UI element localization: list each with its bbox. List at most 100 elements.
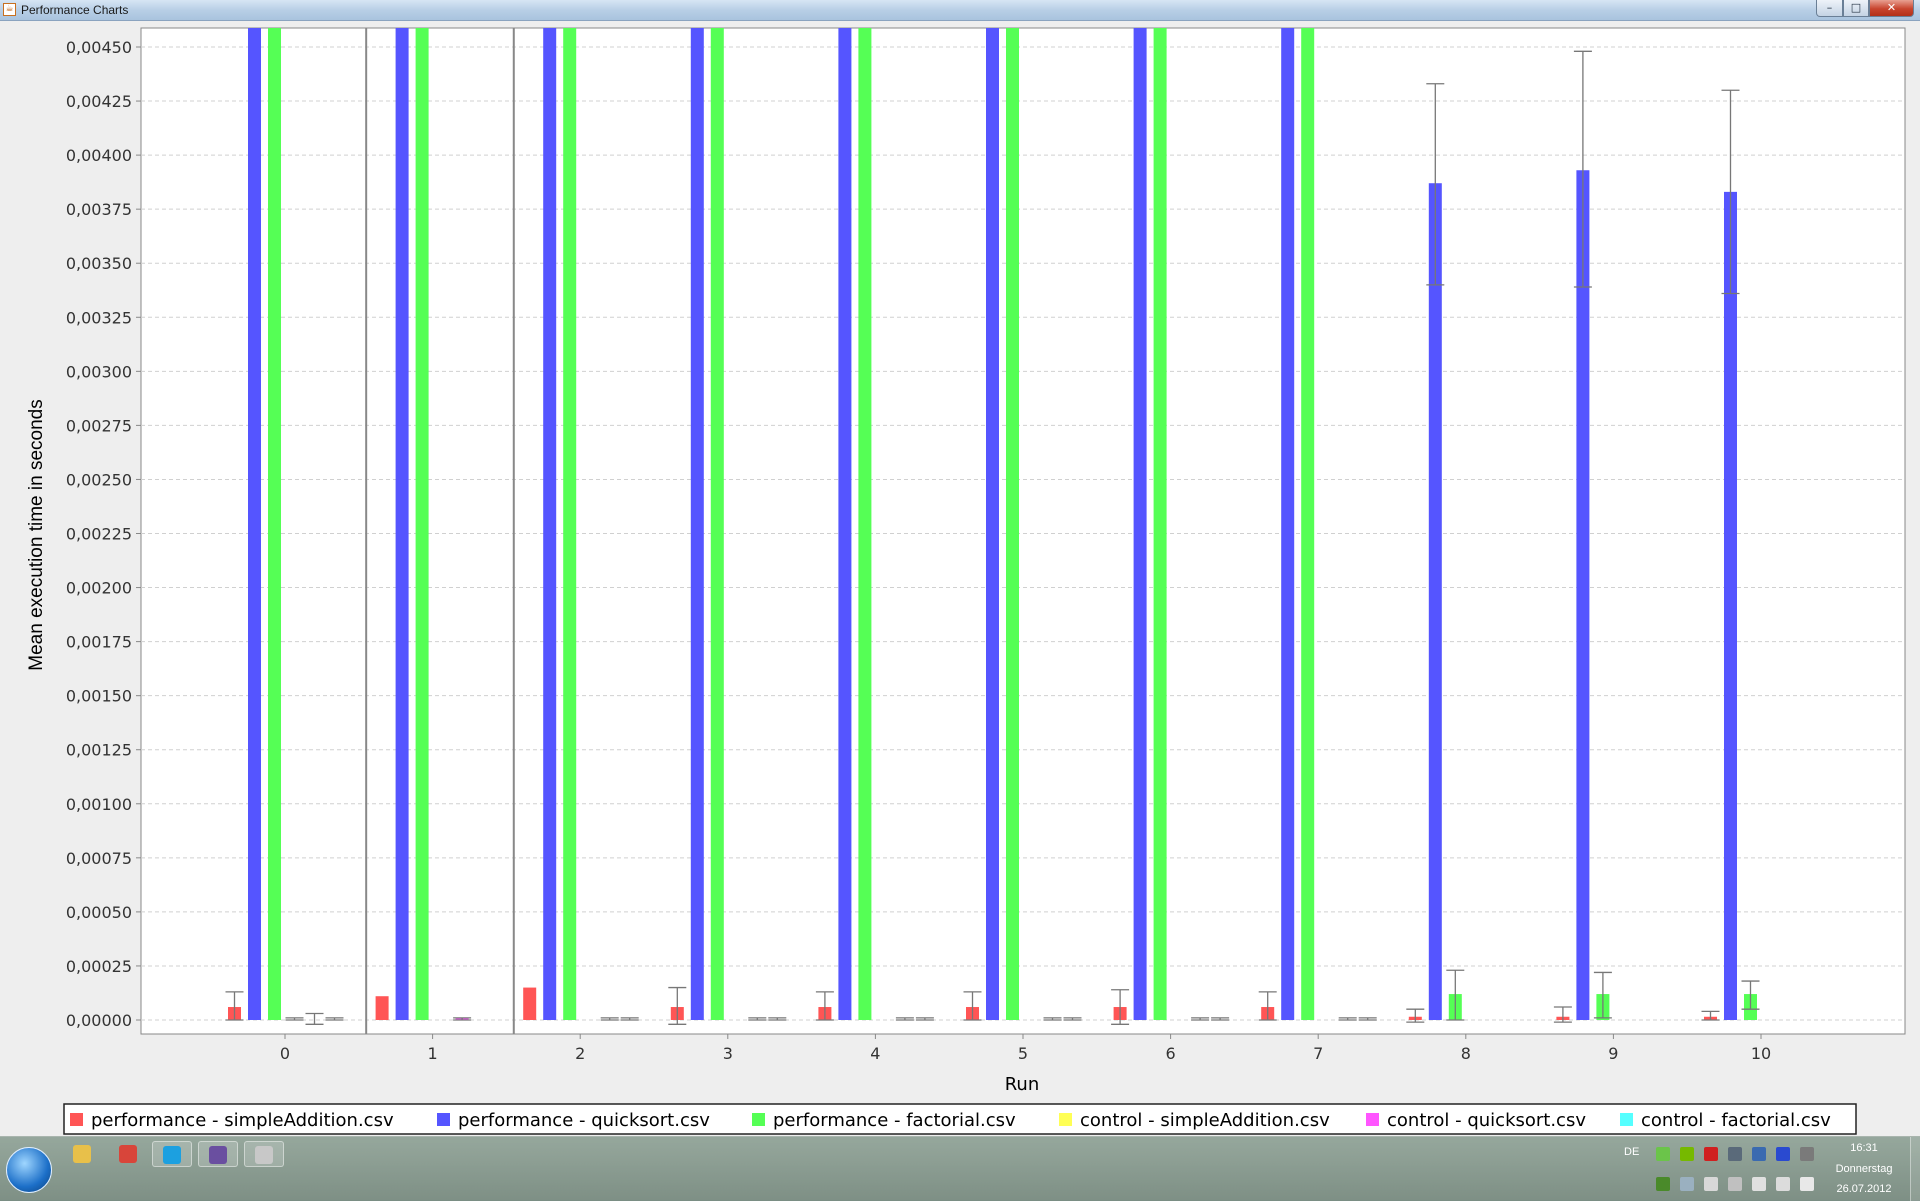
bar[interactable]: [375, 996, 389, 1020]
y-tick-label: 0,00300: [66, 362, 132, 381]
y-tick-label: 0,00125: [66, 741, 132, 760]
show-desktop-button[interactable]: [1910, 1137, 1920, 1201]
java-cup-icon: ☕: [3, 3, 16, 16]
bluetooth-icon[interactable]: [1776, 1147, 1790, 1161]
y-tick-label: 0,00275: [66, 416, 132, 435]
y-tick-label: 0,00050: [66, 903, 132, 922]
legend-entry-label: performance - simpleAddition.csv: [91, 1110, 394, 1131]
bar[interactable]: [1301, 28, 1315, 1020]
window-title: Performance Charts: [21, 3, 129, 17]
legend-swatch: [70, 1113, 83, 1126]
x-tick-label: 1: [428, 1044, 438, 1063]
nvidia-icon[interactable]: [1680, 1147, 1694, 1161]
x-tick-label: 7: [1313, 1044, 1323, 1063]
bar[interactable]: [1724, 191, 1737, 1020]
battery-icon[interactable]: [1752, 1177, 1766, 1191]
bar[interactable]: [1428, 183, 1442, 1021]
printer-icon[interactable]: [1800, 1147, 1814, 1161]
legend-entry-label: control - quicksort.csv: [1387, 1110, 1586, 1131]
bar[interactable]: [1153, 28, 1167, 1020]
taskbar-button-explorer[interactable]: [62, 1141, 102, 1167]
legend-entry-label: performance - factorial.csv: [773, 1110, 1016, 1131]
y-axis-label: Mean execution time in seconds: [26, 399, 47, 670]
y-tick-label: 0,00400: [66, 146, 132, 165]
volume-icon[interactable]: [1800, 1177, 1814, 1191]
taskbar-button-chrome[interactable]: [108, 1141, 148, 1167]
clock-date[interactable]: 26.07.2012: [1836, 1183, 1892, 1195]
legend-swatch: [752, 1113, 765, 1126]
bar[interactable]: [415, 28, 429, 1020]
x-tick-label: 9: [1608, 1044, 1618, 1063]
skype-icon: [163, 1146, 181, 1164]
usb-icon[interactable]: [1728, 1177, 1742, 1191]
bar[interactable]: [710, 28, 724, 1020]
legend-swatch: [1620, 1113, 1633, 1126]
bar[interactable]: [1576, 170, 1590, 1020]
bar[interactable]: [1281, 28, 1295, 1020]
y-tick-label: 0,00075: [66, 849, 132, 868]
bar[interactable]: [858, 28, 872, 1020]
legend-entry-label: performance - quicksort.csv: [458, 1110, 710, 1131]
language-indicator[interactable]: DE: [1624, 1146, 1640, 1158]
tray-app-icon[interactable]: [1656, 1147, 1670, 1161]
legend-swatch: [1366, 1113, 1379, 1126]
chrome-icon: [119, 1145, 137, 1163]
y-tick-label: 0,00000: [66, 1011, 132, 1030]
y-tick-label: 0,00375: [66, 200, 132, 219]
bar[interactable]: [268, 28, 281, 1020]
bar[interactable]: [248, 28, 261, 1020]
start-button[interactable]: [6, 1147, 52, 1193]
bar-chart: 0,00000 0,00025 0,00050 0,00075 0,00100 0,001…: [26, 27, 1906, 1135]
title-bar[interactable]: ☕ Performance Charts – □ ✕: [0, 0, 1920, 21]
x-tick-label: 0: [280, 1044, 290, 1063]
java-icon: [255, 1146, 273, 1164]
legend-swatch: [1059, 1113, 1072, 1126]
y-tick-label: 0,00025: [66, 957, 132, 976]
taskbar-button-eclipse[interactable]: [198, 1141, 238, 1167]
y-tick-label: 0,00250: [66, 470, 132, 489]
shield-icon[interactable]: [1680, 1177, 1694, 1191]
eclipse-icon: [209, 1146, 227, 1164]
taskbar-button-skype[interactable]: [152, 1141, 192, 1167]
bar[interactable]: [690, 28, 704, 1020]
y-tick-label: 0,00100: [66, 795, 132, 814]
bar[interactable]: [543, 28, 557, 1020]
y-tick-label: 0,00450: [66, 38, 132, 57]
y-tick-label: 0,00150: [66, 687, 132, 706]
maximize-button[interactable]: □: [1843, 0, 1869, 17]
x-tick-label: 2: [575, 1044, 585, 1063]
y-tick-label: 0,00425: [66, 92, 132, 111]
network-icon[interactable]: [1776, 1177, 1790, 1191]
close-button[interactable]: ✕: [1869, 0, 1914, 17]
taskbar-button-java[interactable]: [244, 1141, 284, 1167]
bar[interactable]: [838, 28, 852, 1020]
clock-time[interactable]: 16:31: [1850, 1142, 1878, 1154]
legend-entry-label: control - simpleAddition.csv: [1080, 1110, 1330, 1131]
x-tick-label: 10: [1751, 1044, 1771, 1063]
flag-icon[interactable]: [1704, 1177, 1718, 1191]
y-tick-label: 0,00200: [66, 579, 132, 598]
y-tick-label: 0,00350: [66, 254, 132, 273]
bar[interactable]: [563, 28, 577, 1020]
bar[interactable]: [1133, 28, 1147, 1020]
y-tick-label: 0,00225: [66, 525, 132, 544]
explorer-icon: [73, 1145, 91, 1163]
legend-swatch: [437, 1113, 450, 1126]
x-tick-label: 6: [1166, 1044, 1176, 1063]
clock-day[interactable]: Donnerstag: [1835, 1163, 1893, 1175]
tablet-icon[interactable]: [1752, 1147, 1766, 1161]
bar[interactable]: [395, 28, 409, 1020]
y-tick-label: 0,00175: [66, 633, 132, 652]
bar[interactable]: [986, 28, 999, 1020]
minimize-button[interactable]: –: [1816, 0, 1843, 17]
monitor-icon[interactable]: [1728, 1147, 1742, 1161]
y-tick-label: 0,00325: [66, 308, 132, 327]
antivirus-icon[interactable]: [1704, 1147, 1718, 1161]
bar[interactable]: [1006, 28, 1019, 1020]
plot-area: [140, 27, 1906, 1035]
x-tick-label: 3: [723, 1044, 733, 1063]
gpu-icon[interactable]: [1656, 1177, 1670, 1191]
bar[interactable]: [523, 987, 537, 1020]
x-tick-label: 8: [1461, 1044, 1471, 1063]
application-window: ☕ Performance Charts – □ ✕ 0,00000 0,0002…: [0, 0, 1920, 1136]
